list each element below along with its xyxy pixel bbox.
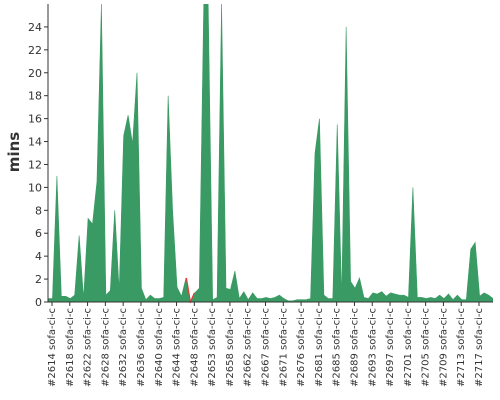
- x-tick-label-6: #2640 sofa-ci-c: [154, 308, 165, 387]
- y-tick-label-12: 24: [28, 21, 42, 34]
- y-tick-label-6: 12: [28, 158, 42, 171]
- y-tick-label-5: 10: [28, 181, 42, 194]
- x-tick-label-10: #2658 sofa-ci-c: [225, 308, 236, 387]
- x-tick-label-3: #2628 sofa-ci-c: [100, 308, 111, 387]
- x-tick-label-20: #2701 sofa-ci-c: [403, 308, 414, 387]
- y-tick-label-3: 6: [35, 227, 42, 240]
- y-tick-label-0: 0: [35, 296, 42, 309]
- x-tick-label-11: #2662 sofa-ci-c: [243, 308, 254, 387]
- y-tick-label-9: 18: [28, 90, 42, 103]
- x-tick-label-13: #2671 sofa-ci-c: [278, 308, 289, 387]
- axes: [44, 4, 493, 303]
- y-tick-label-11: 22: [28, 44, 42, 57]
- y-tick-label-8: 16: [28, 113, 42, 126]
- x-tick-label-18: #2693 sofa-ci-c: [367, 308, 378, 387]
- x-tick-label-16: #2685 sofa-ci-c: [332, 308, 343, 387]
- x-tick-labels: #2614 sofa-ci-c #2618 sofa-ci-c #2622 sofa…: [47, 302, 485, 387]
- y-tick-label-1: 2: [35, 273, 42, 286]
- x-tick-label-24: #2717 sofa-ci-c: [474, 308, 485, 387]
- build-duration-area: [48, 4, 493, 303]
- x-tick-label-7: #2644 sofa-ci-c: [172, 308, 183, 387]
- x-tick-label-4: #2632 sofa-ci-c: [118, 308, 129, 387]
- x-tick-label-9: #2653 sofa-ci-c: [207, 308, 218, 387]
- y-tick-label-2: 4: [35, 250, 42, 263]
- x-tick-label-0: #2614 sofa-ci-c: [47, 308, 58, 387]
- y-tick-label-10: 20: [28, 67, 42, 80]
- x-tick-label-1: #2618 sofa-ci-c: [65, 308, 76, 387]
- x-tick-label-21: #2705 sofa-ci-c: [421, 308, 432, 387]
- x-tick-label-5: #2636 sofa-ci-c: [136, 308, 147, 387]
- x-tick-label-8: #2648 sofa-ci-c: [189, 308, 200, 387]
- x-tick-label-14: #2676 sofa-ci-c: [296, 308, 307, 387]
- x-tick-label-15: #2681 sofa-ci-c: [314, 308, 325, 387]
- y-axis-title: mins: [5, 132, 23, 172]
- x-tick-label-19: #2697 sofa-ci-c: [385, 308, 396, 387]
- x-tick-label-22: #2709 sofa-ci-c: [438, 308, 449, 387]
- x-tick-label-23: #2713 sofa-ci-c: [456, 308, 467, 387]
- y-tick-label-4: 8: [35, 204, 42, 217]
- x-tick-label-2: #2622 sofa-ci-c: [83, 308, 94, 387]
- x-tick-label-17: #2689 sofa-ci-c: [349, 308, 360, 387]
- y-tick-label-7: 14: [28, 136, 42, 149]
- x-tick-label-12: #2667 sofa-ci-c: [261, 308, 272, 387]
